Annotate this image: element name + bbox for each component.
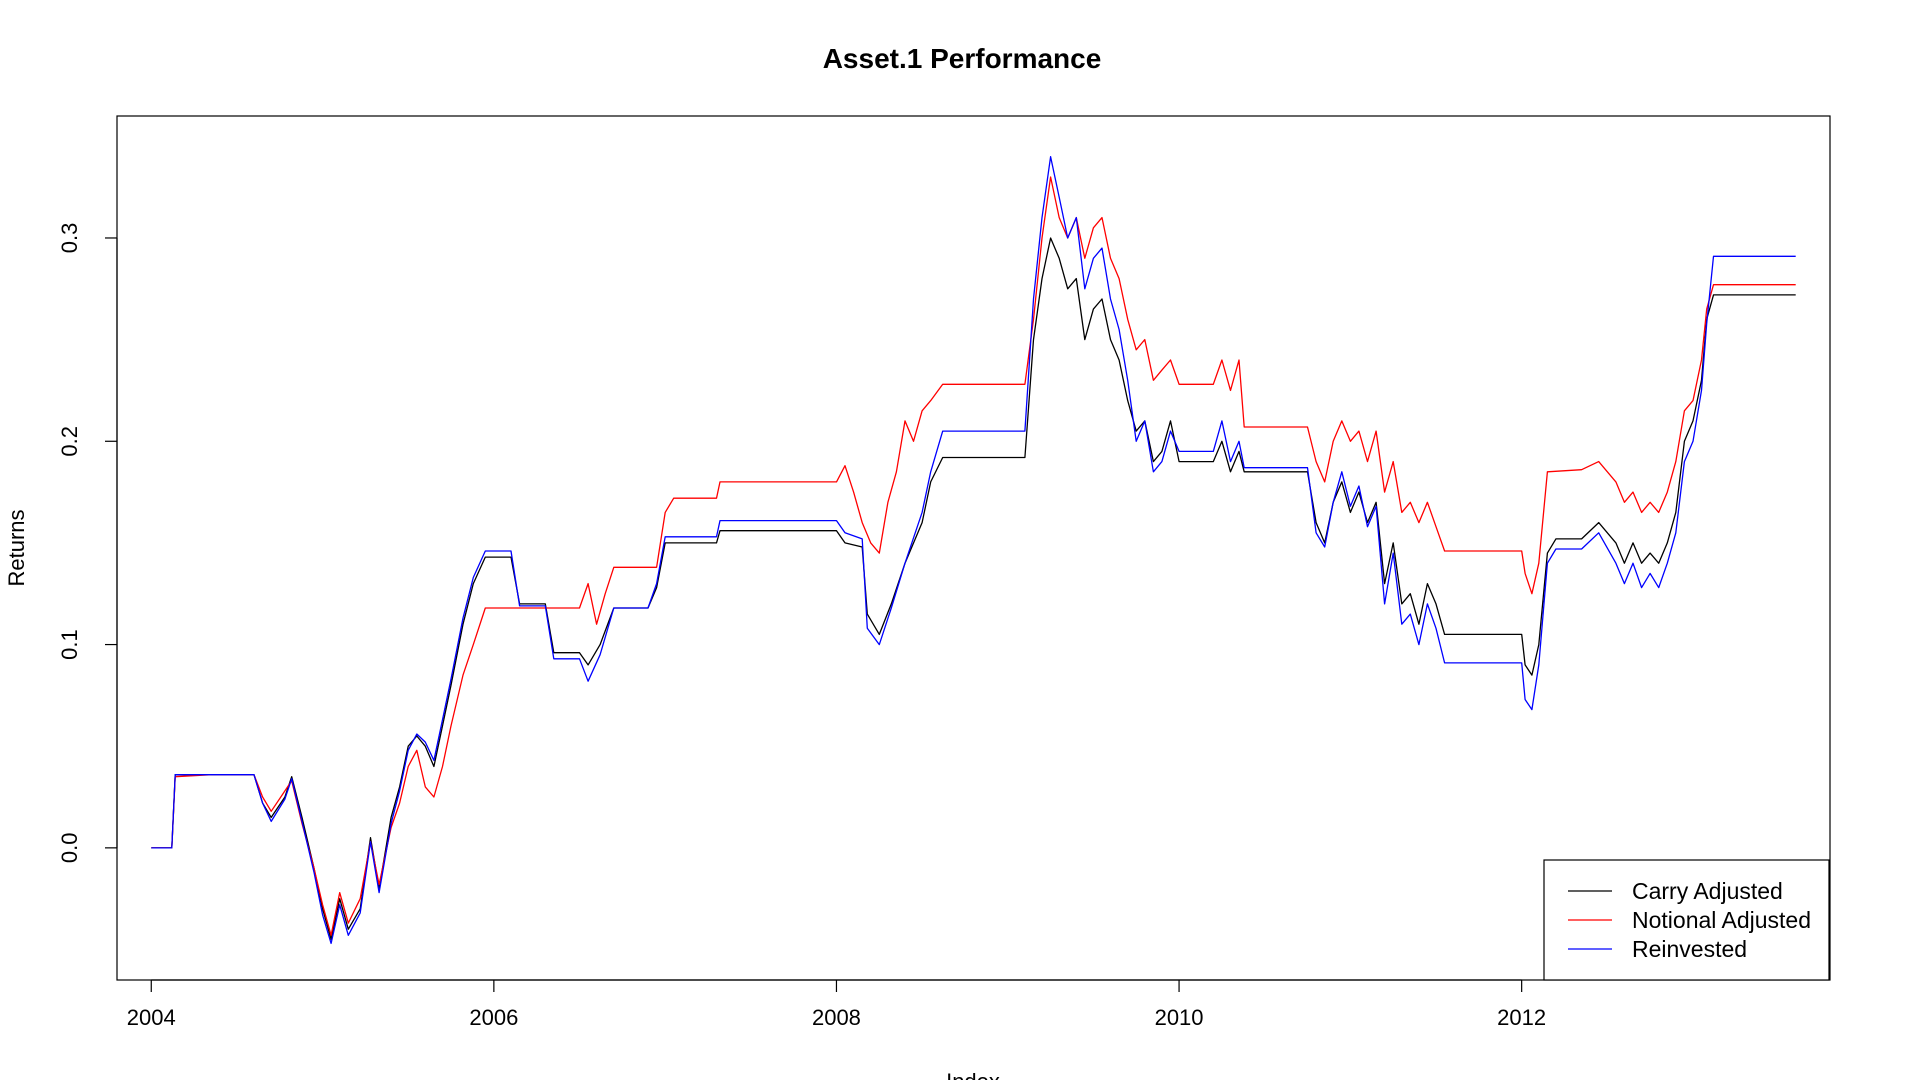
plot-frame [116,115,1831,981]
x-tick-label: 2010 [1155,1005,1204,1030]
y-axis-label: Returns [4,509,29,586]
y-tick-label: 0.0 [57,833,82,864]
x-tick-label: 2012 [1497,1005,1546,1030]
legend-label-carry-adjusted: Carry Adjusted [1632,878,1783,904]
series-line-carry-adjusted [151,237,1796,940]
series-line-reinvested [151,156,1796,945]
y-axis: 0.0 0.1 0.2 0.3 [57,223,118,864]
series-line-notional-adjusted [151,176,1796,936]
x-tick-label: 2006 [469,1005,518,1030]
legend: Carry Adjusted Notional Adjusted Reinveste… [1543,859,1830,981]
legend-label-notional-adjusted: Notional Adjusted [1632,907,1811,933]
y-tick-label: 0.3 [57,223,82,254]
x-axis: 2004 2006 2008 2010 2012 [127,979,1546,1030]
chart-title: Asset.1 Performance [823,43,1102,74]
y-tick-label: 0.2 [57,426,82,457]
series-layer [151,156,1796,945]
x-axis-label: Index [946,1069,1000,1080]
y-tick-label: 0.1 [57,629,82,660]
x-tick-label: 2008 [812,1005,861,1030]
legend-label-reinvested: Reinvested [1632,936,1747,962]
x-tick-label: 2004 [127,1005,176,1030]
